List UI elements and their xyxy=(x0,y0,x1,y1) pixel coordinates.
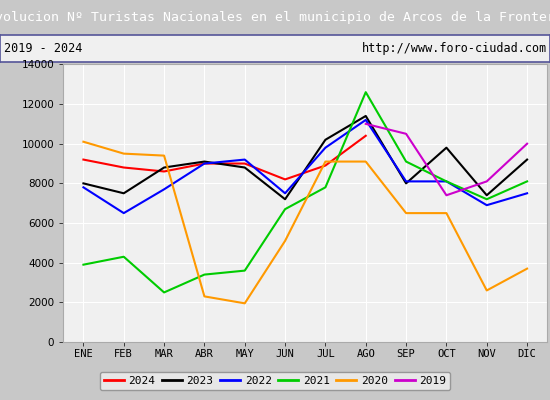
Text: http://www.foro-ciudad.com: http://www.foro-ciudad.com xyxy=(362,42,547,55)
Text: Evolucion Nº Turistas Nacionales en el municipio de Arcos de la Frontera: Evolucion Nº Turistas Nacionales en el m… xyxy=(0,11,550,24)
Text: 2019 - 2024: 2019 - 2024 xyxy=(4,42,83,55)
Legend: 2024, 2023, 2022, 2021, 2020, 2019: 2024, 2023, 2022, 2021, 2020, 2019 xyxy=(100,372,450,390)
